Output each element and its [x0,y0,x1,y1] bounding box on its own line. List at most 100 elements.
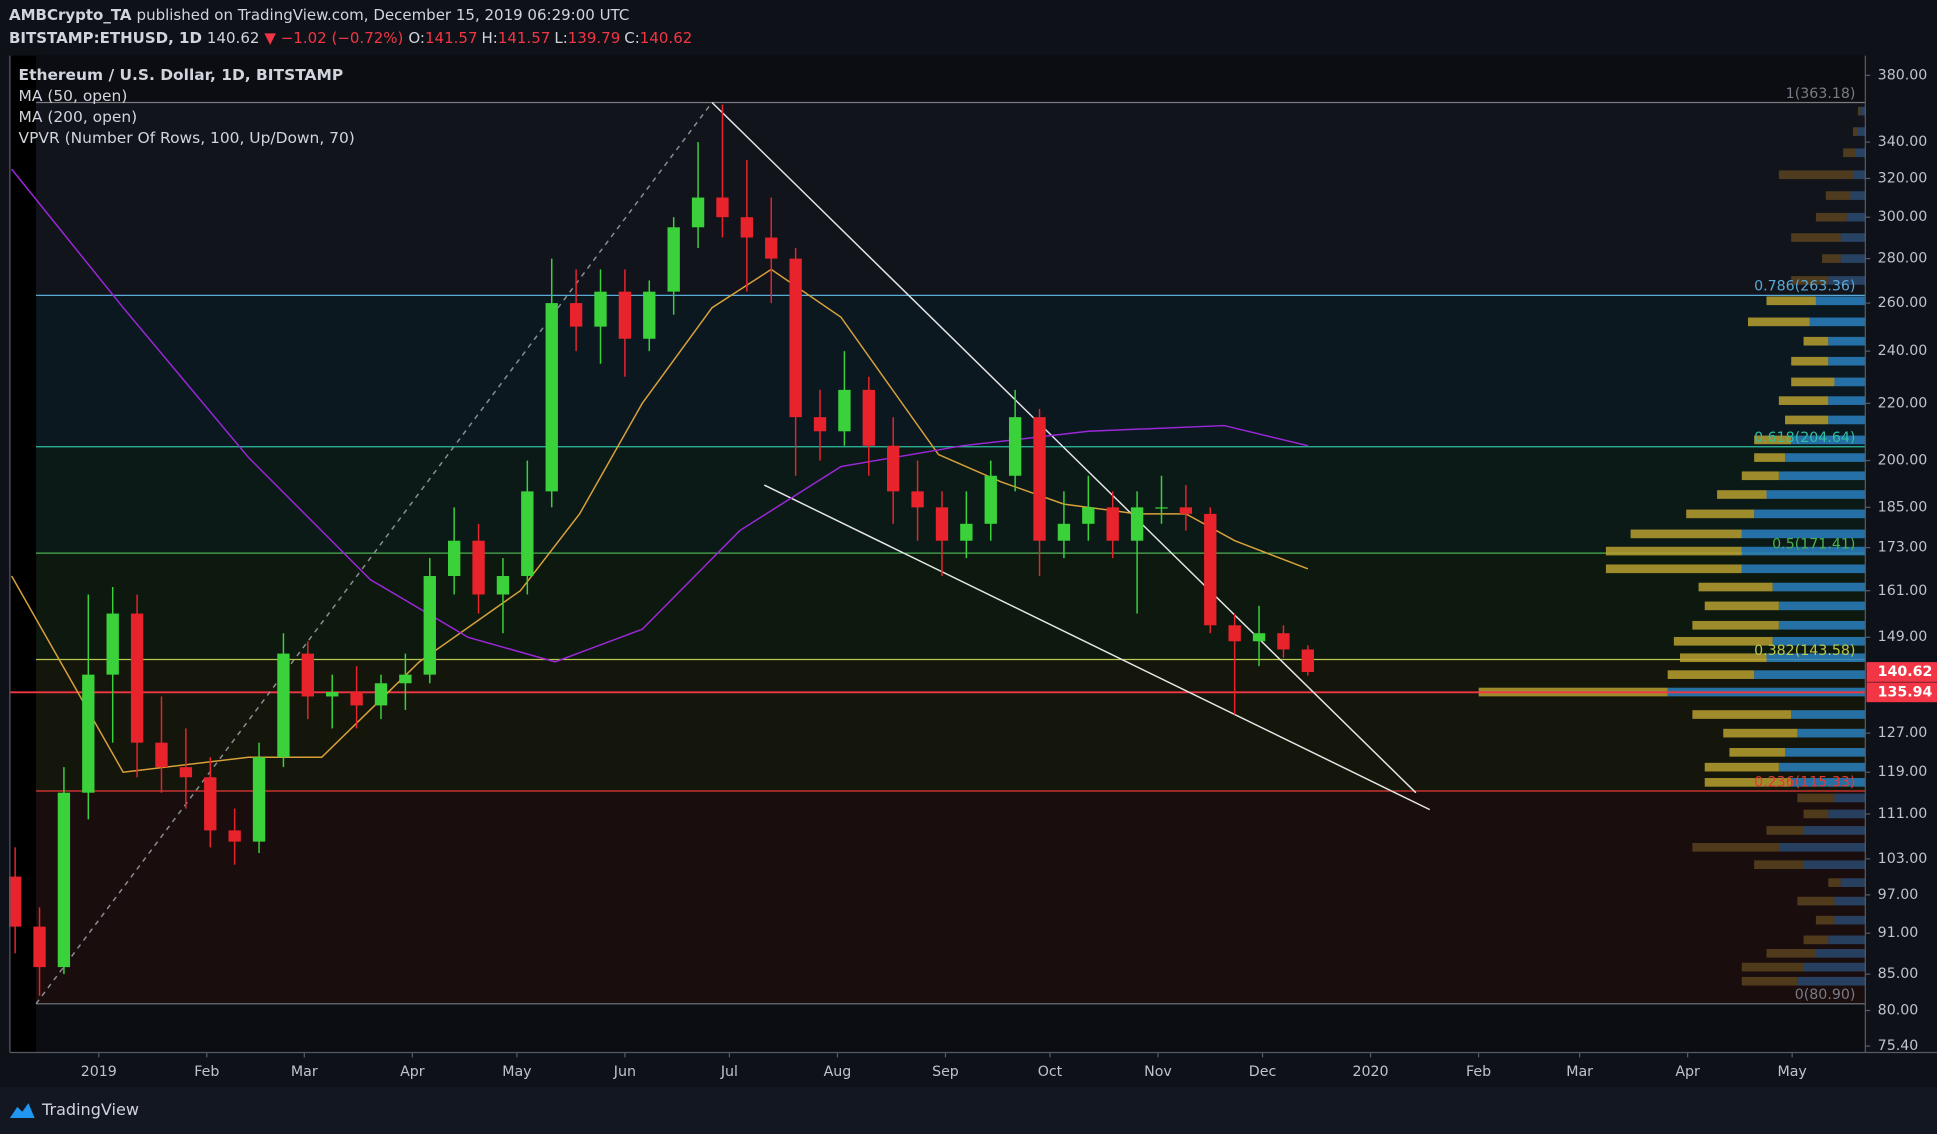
published: published on TradingView.com, December 1… [136,6,630,24]
x-tick-label: Mar [291,1064,318,1080]
candle-body [155,742,168,768]
candle-body [740,217,754,238]
y-tick-label: 91.00 [1878,925,1919,941]
x-tick-label: Jul [720,1064,738,1080]
vpvr-down [1667,670,1755,679]
candle-body [82,674,95,793]
x-tick-label: Sep [932,1064,959,1080]
vpvr-up [1772,582,1866,592]
vpvr-down [1791,377,1835,387]
candle-body [374,683,388,706]
candle-body [594,291,607,327]
candle-body [130,613,144,743]
fib-label: 0.382(143.58) [1754,643,1855,659]
y-tick-label: 185.00 [1878,499,1928,515]
vpvr-down [1803,336,1829,346]
vpvr-up [1834,896,1866,906]
candle-body [301,653,314,697]
vpvr-down [1857,106,1861,116]
vpvr-up [1828,396,1866,405]
vpvr-up [1741,529,1866,539]
vpvr-down [1717,490,1767,499]
y-tick-label: 220.00 [1878,395,1928,411]
vpvr-up [1766,490,1866,499]
logo [9,1103,35,1118]
vpvr-up [1828,356,1866,366]
vpvr-up [1815,296,1866,306]
y-tick-label: 161.00 [1878,583,1928,599]
x-tick-label: 2020 [1352,1064,1388,1080]
y-tick-label: 240.00 [1878,343,1928,359]
candle-body [1155,507,1168,509]
ohlc-item: C:140.62 [624,29,692,47]
vpvr-down [1815,212,1847,222]
candle-body [1228,625,1241,642]
vpvr-up [1772,636,1866,646]
change: ▼ −1.02 (−0.72%) [264,29,404,47]
ohlc-value: 141.57 [497,29,551,47]
price-label: 140.62 [1878,664,1933,680]
y-tick-label: 280.00 [1878,251,1928,267]
moving-average [10,268,1309,773]
price-label-box [1866,662,1937,682]
ohlc-item: L:139.79 [554,29,620,47]
candle-body [1204,513,1217,626]
candle-body [252,757,266,842]
vpvr-down [1785,415,1829,425]
candle-body [326,692,339,697]
vpvr-up [1840,878,1866,887]
vpvr-down [1766,826,1804,835]
vpvr-up [1846,212,1866,222]
y-tick-label: 127.00 [1878,725,1928,741]
ohlc-value: 139.79 [567,29,621,47]
vpvr-up [1809,317,1866,327]
vpvr-up [1778,471,1866,481]
candle-body [887,445,900,492]
vpvr-up [1803,860,1866,870]
vpvr-up [1852,170,1866,180]
y-tick-label: 85.00 [1878,966,1919,982]
y-tick-label: 103.00 [1878,851,1928,867]
vpvr-down [1673,636,1773,646]
fib-label: 0.236(115.33) [1754,774,1855,790]
vpvr-down [1741,962,1804,972]
vpvr-up [1834,915,1866,925]
vpvr-up [1857,127,1866,136]
vpvr-down [1828,878,1841,887]
candle-body [1130,507,1144,541]
x-tick-label: Apr [1675,1064,1700,1080]
candle-body [789,258,802,418]
y-tick-label: 300.00 [1878,209,1928,225]
fib-label: 0.786(263.36) [1754,279,1855,295]
vpvr-up [1741,564,1866,574]
x-tick-label: Jun [613,1064,636,1080]
candle-body [1033,417,1046,541]
ohlc-value: 140.62 [639,29,693,47]
candle-body [667,227,680,292]
legend-entry: VPVR (Number Of Rows, 100, Up/Down, 70) [19,129,355,147]
candle-body [33,926,46,968]
candle-body [765,237,778,259]
y-tick-label: 173.00 [1878,540,1928,556]
vpvr-down [1754,453,1786,462]
vpvr-down [1692,842,1779,852]
vpvr-up [1785,748,1866,757]
vpvr-up [1828,415,1866,425]
vpvr-down [1822,254,1841,263]
vpvr-up [1828,809,1866,819]
x-tick-label: Mar [1566,1064,1593,1080]
vpvr-up [1778,842,1866,852]
candle-body [399,674,412,684]
candle-body [496,576,510,595]
candle-body [618,291,632,339]
vpvr-down [1797,793,1835,803]
x-tick-label: Nov [1144,1064,1172,1080]
candle-body [350,692,363,706]
y-tick-label: 97.00 [1878,887,1919,903]
candle-body [545,303,558,492]
vpvr-down [1741,471,1779,481]
x-tick-label: May [1777,1064,1806,1080]
candle-body [935,507,949,541]
vpvr-up [1840,233,1866,242]
y-tick-label: 340.00 [1878,134,1928,150]
